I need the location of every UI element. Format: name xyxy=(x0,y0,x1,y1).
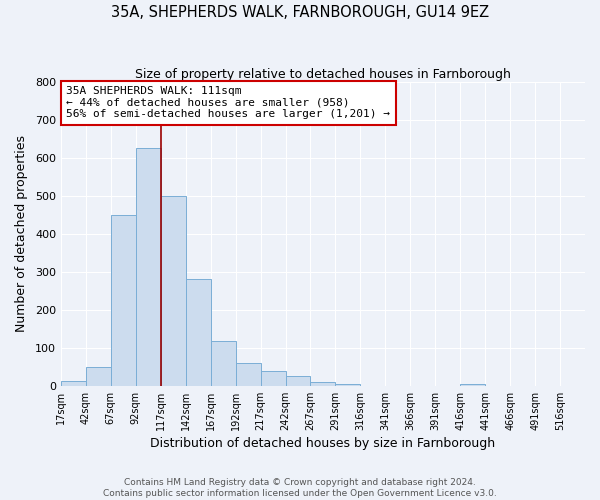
X-axis label: Distribution of detached houses by size in Farnborough: Distribution of detached houses by size … xyxy=(151,437,496,450)
Bar xyxy=(186,280,211,386)
Bar xyxy=(61,382,86,386)
Bar xyxy=(211,341,236,386)
Title: Size of property relative to detached houses in Farnborough: Size of property relative to detached ho… xyxy=(135,68,511,80)
Bar xyxy=(286,376,310,386)
Bar xyxy=(111,214,136,386)
Text: 35A SHEPHERDS WALK: 111sqm
← 44% of detached houses are smaller (958)
56% of sem: 35A SHEPHERDS WALK: 111sqm ← 44% of deta… xyxy=(66,86,390,120)
Bar xyxy=(236,363,260,386)
Bar xyxy=(161,196,186,386)
Bar xyxy=(136,148,161,386)
Text: Contains HM Land Registry data © Crown copyright and database right 2024.
Contai: Contains HM Land Registry data © Crown c… xyxy=(103,478,497,498)
Bar xyxy=(310,382,335,386)
Bar xyxy=(260,372,286,386)
Text: 35A, SHEPHERDS WALK, FARNBOROUGH, GU14 9EZ: 35A, SHEPHERDS WALK, FARNBOROUGH, GU14 9… xyxy=(111,5,489,20)
Y-axis label: Number of detached properties: Number of detached properties xyxy=(15,135,28,332)
Bar xyxy=(86,367,111,386)
Bar xyxy=(460,384,485,386)
Bar xyxy=(335,384,361,386)
